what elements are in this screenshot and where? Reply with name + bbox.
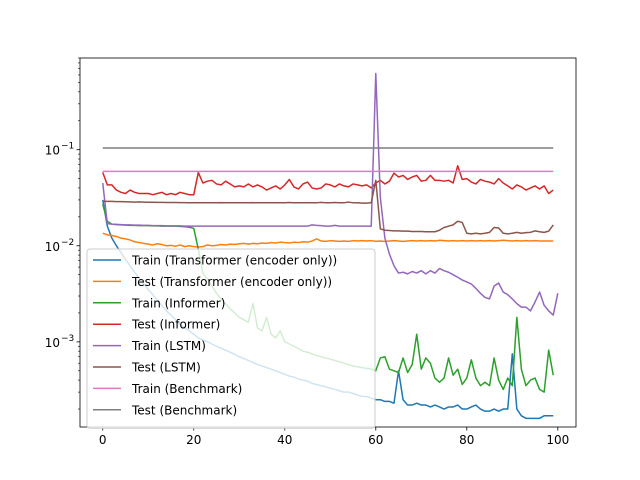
y-tick-exponent: −1 (61, 142, 74, 152)
x-tick-label: 40 (277, 433, 292, 447)
x-tick-label: 80 (459, 433, 474, 447)
x-tick-label: 0 (99, 433, 107, 447)
series-line-test-transformer-encoder-only (102, 232, 554, 248)
y-tick-exponent: −2 (61, 238, 74, 248)
series-line-test-lstm (102, 179, 554, 235)
legend: Train (Transformer (encoder only)) Test (… (86, 248, 376, 429)
legend-label: Train (Informer) (131, 296, 225, 310)
series-line-test-informer (102, 165, 554, 196)
series-line-train-lstm (102, 72, 559, 316)
legend-label: Test (LSTM) (131, 361, 201, 375)
y-tick-label: 10 (45, 240, 60, 254)
y-tick-exponent: −3 (61, 334, 74, 344)
legend-label: Test (Benchmark) (131, 403, 237, 417)
legend-label: Test (Informer) (131, 318, 220, 332)
x-tick-label: 60 (368, 433, 383, 447)
y-tick-label: 10 (45, 336, 60, 350)
legend-label: Train (Transformer (encoder only)) (131, 254, 337, 268)
x-tick-label: 100 (546, 433, 569, 447)
legend-label: Train (Benchmark) (131, 382, 242, 396)
legend-label: Test (Transformer (encoder only)) (131, 275, 332, 289)
y-tick-label: 10 (45, 144, 60, 158)
x-tick-label: 20 (186, 433, 201, 447)
legend-box (86, 248, 376, 429)
legend-label: Train (LSTM) (131, 339, 206, 353)
